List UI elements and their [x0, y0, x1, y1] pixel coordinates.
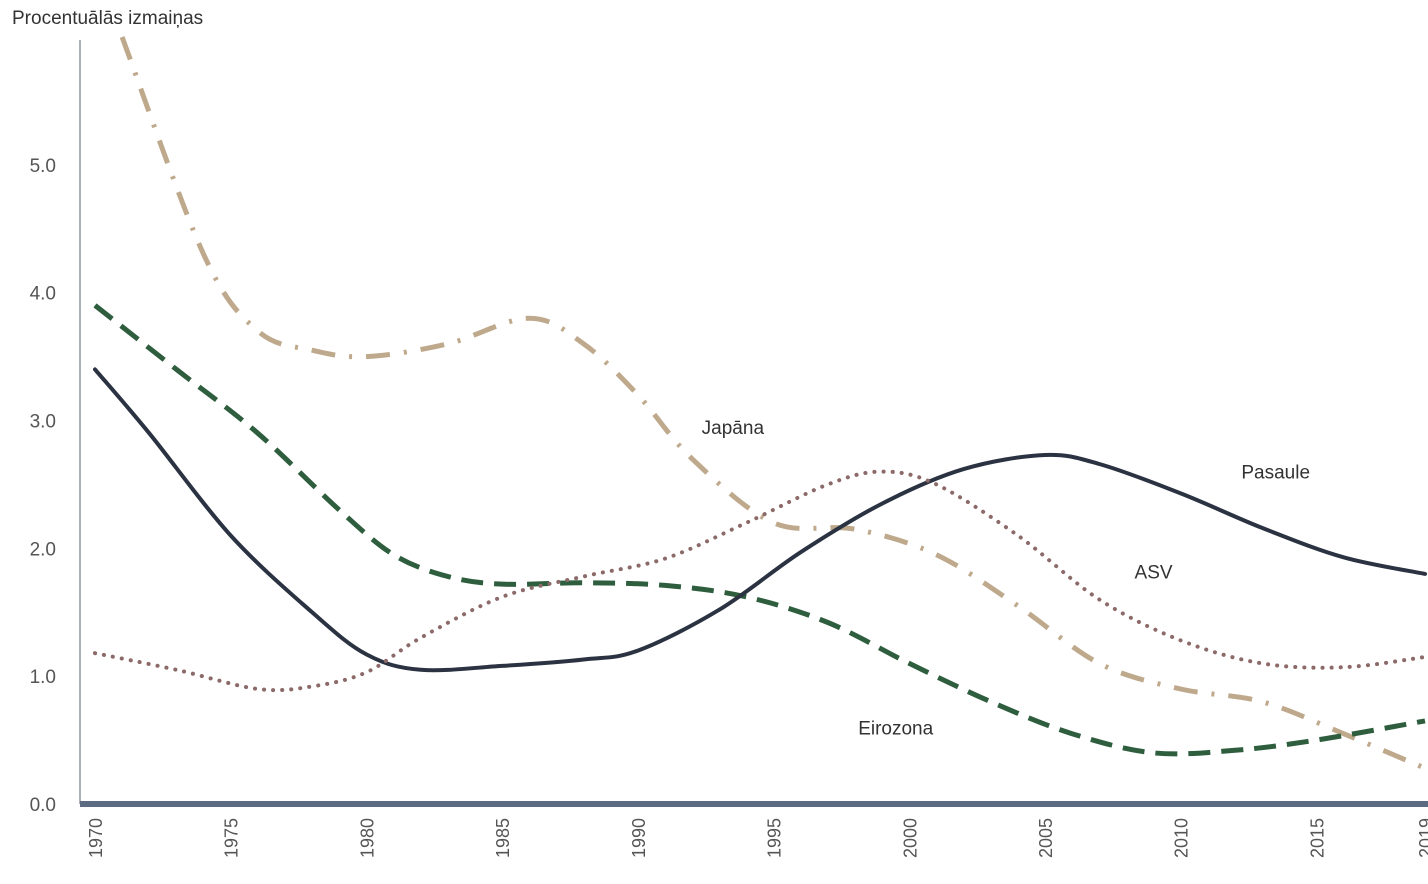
- x-tick-label: 2019: [1416, 818, 1428, 858]
- x-tick-label: 1980: [357, 818, 377, 858]
- y-tick-label: 2.0: [30, 539, 56, 560]
- y-tick-label: 1.0: [30, 667, 56, 688]
- x-tick-label: 2005: [1036, 818, 1056, 858]
- series-line-asv: [93, 469, 1427, 693]
- series-label: Eirozona: [858, 718, 933, 739]
- x-tick-label: 2015: [1307, 818, 1327, 858]
- y-tick-label: 0.0: [30, 795, 56, 816]
- y-tick-label: 4.0: [30, 284, 56, 305]
- y-tick-label: 3.0: [30, 412, 56, 433]
- x-tick-label: 1975: [222, 818, 242, 858]
- x-axis-line: [80, 801, 1428, 807]
- x-tick-label: 2010: [1172, 818, 1192, 858]
- series-line-eirozona: [93, 303, 1426, 757]
- x-tick-label: 1970: [86, 818, 106, 858]
- x-tick-label: 1990: [629, 818, 649, 858]
- y-tick-label: 5.0: [30, 156, 56, 177]
- series-label: ASV: [1135, 562, 1173, 583]
- series-label: Japāna: [702, 418, 765, 439]
- series-label: Pasaule: [1241, 463, 1310, 484]
- series-line-pasaule: [93, 367, 1427, 673]
- series-line-jap-na: [119, 36, 1426, 771]
- x-tick-label: 1995: [765, 818, 785, 858]
- x-tick-label: 1985: [493, 818, 513, 858]
- x-tick-label: 2000: [900, 818, 920, 858]
- y-axis-title: Procentuālās izmaiņas: [12, 8, 204, 29]
